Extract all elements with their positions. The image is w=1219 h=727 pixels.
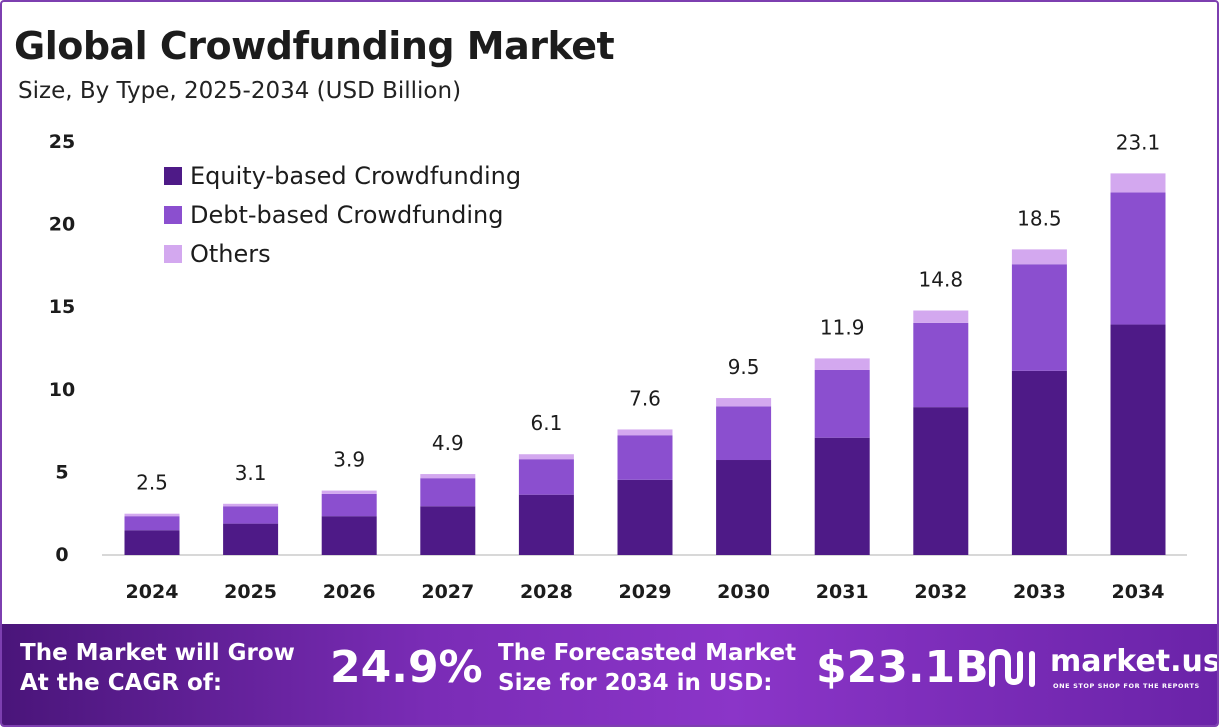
x-tick-label: 2026 — [323, 581, 376, 603]
bar-segment-debt — [1011, 264, 1067, 371]
bar-segment-others — [913, 310, 969, 323]
bar-segment-others — [321, 490, 377, 494]
bar-segment-equity — [814, 437, 870, 555]
cagr-label-line2: At the CAGR of: — [20, 670, 223, 696]
y-tick-label: 15 — [49, 296, 75, 318]
x-tick-label: 2024 — [126, 581, 179, 603]
bar-segment-others — [518, 454, 574, 460]
bar-segment-equity — [420, 506, 476, 555]
bar-total-label: 2.5 — [136, 471, 168, 495]
legend-swatch — [164, 206, 182, 224]
bar-total-label: 4.9 — [432, 431, 464, 455]
x-tick-label: 2031 — [816, 581, 869, 603]
bar-total-label: 6.1 — [530, 411, 562, 435]
bar-segment-equity — [716, 460, 772, 555]
bar-total-label: 3.1 — [235, 461, 267, 485]
bar-total-label: 23.1 — [1116, 130, 1161, 154]
legend-swatch — [164, 167, 182, 185]
bar-segment-debt — [420, 478, 476, 507]
x-tick-label: 2028 — [520, 581, 573, 603]
bar-segment-equity — [124, 530, 180, 555]
bar-total-label: 7.6 — [629, 386, 661, 410]
bar-segment-debt — [124, 516, 180, 531]
legend-label: Others — [190, 240, 271, 268]
x-tick-label: 2033 — [1013, 581, 1066, 603]
bar-segment-equity — [223, 523, 279, 555]
stacked-bar-chart: 05101520252.520243.120253.920264.920276.… — [49, 130, 1187, 603]
bar-segment-others — [1011, 249, 1067, 265]
cagr-label: The Market will Grow At the CAGR of: — [20, 638, 295, 698]
legend-label: Equity-based Crowdfunding — [190, 162, 521, 190]
bar-segment-debt — [913, 322, 969, 408]
bar-segment-debt — [1110, 192, 1166, 325]
x-tick-label: 2034 — [1112, 581, 1165, 603]
bar-segment-equity — [913, 407, 969, 555]
bar-segment-equity — [1110, 324, 1166, 555]
legend-label: Debt-based Crowdfunding — [190, 201, 504, 229]
y-tick-label: 25 — [49, 131, 75, 153]
bar-segment-debt — [321, 493, 377, 517]
x-tick-label: 2027 — [421, 581, 474, 603]
y-tick-label: 20 — [49, 214, 75, 236]
bar-segment-others — [124, 513, 180, 517]
bar-total-label: 3.9 — [333, 448, 365, 472]
bar-segment-equity — [1011, 370, 1067, 555]
x-tick-label: 2025 — [224, 581, 277, 603]
forecast-value: $23.1B — [816, 642, 989, 693]
bar-segment-others — [1110, 173, 1166, 193]
chart-subtitle: Size, By Type, 2025-2034 (USD Billion) — [18, 78, 462, 104]
bar-segment-debt — [617, 435, 673, 480]
y-tick-label: 5 — [55, 461, 68, 483]
bar-segment-others — [617, 429, 673, 436]
x-tick-label: 2029 — [619, 581, 672, 603]
forecast-label: The Forecasted Market Size for 2034 in U… — [498, 638, 796, 698]
bar-segment-equity — [321, 516, 377, 555]
bar-segment-equity — [617, 479, 673, 555]
logo-text: market.us — [1050, 644, 1219, 679]
bar-total-label: 11.9 — [820, 315, 865, 339]
forecast-label-line2: Size for 2034 in USD: — [498, 670, 773, 696]
bar-segment-others — [420, 474, 476, 479]
bar-segment-others — [223, 503, 279, 507]
market-us-logo-icon — [989, 648, 1035, 687]
bar-total-label: 14.8 — [919, 268, 964, 292]
cagr-label-line1: The Market will Grow — [20, 640, 295, 666]
x-tick-label: 2032 — [914, 581, 967, 603]
logo-tagline: ONE STOP SHOP FOR THE REPORTS — [1053, 682, 1200, 690]
y-tick-label: 10 — [49, 379, 75, 401]
bar-segment-equity — [518, 494, 574, 555]
bar-segment-debt — [814, 369, 870, 438]
bar-total-label: 18.5 — [1017, 206, 1062, 230]
bar-segment-debt — [716, 406, 772, 461]
bar-segment-debt — [223, 506, 279, 524]
x-tick-label: 2030 — [717, 581, 770, 603]
bar-total-label: 9.5 — [728, 355, 760, 379]
chart-title: Global Crowdfunding Market — [14, 24, 615, 68]
bar-segment-others — [814, 358, 870, 370]
y-tick-label: 0 — [55, 544, 68, 566]
legend-swatch — [164, 245, 182, 263]
forecast-label-line1: The Forecasted Market — [498, 640, 797, 666]
cagr-value: 24.9% — [330, 642, 483, 693]
bar-segment-debt — [518, 459, 574, 495]
footer-banner: The Market will Grow At the CAGR of: 24.… — [2, 624, 1219, 725]
bar-segment-others — [716, 398, 772, 407]
